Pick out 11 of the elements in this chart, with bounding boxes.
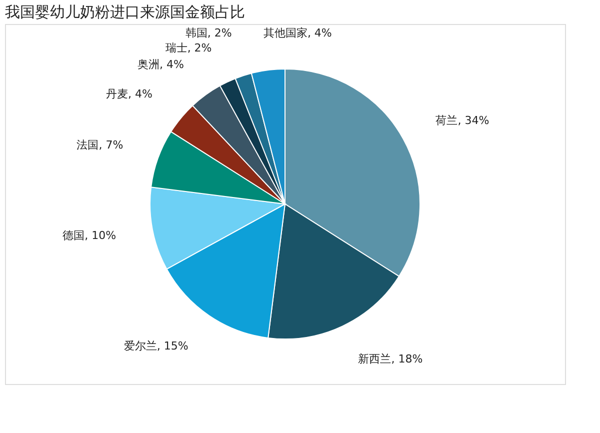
slice-label: 爱尔兰, 15% xyxy=(124,339,188,352)
slice-label: 韩国, 2% xyxy=(185,26,232,40)
slice-label: 其他国家, 4% xyxy=(263,26,332,40)
chart-title: 我国婴幼儿奶粉进口来源国金额占比 xyxy=(5,3,245,21)
slice-label: 丹麦, 4% xyxy=(106,87,152,100)
slice-label: 荷兰, 34% xyxy=(436,114,490,128)
slice-label: 瑞士, 2% xyxy=(165,41,212,54)
slice-label: 法国, 7% xyxy=(76,138,124,152)
slice-label: 新西兰, 18% xyxy=(358,352,423,366)
slice-label: 奥洲, 4% xyxy=(137,58,184,71)
slice-label: 德国, 10% xyxy=(62,229,116,242)
